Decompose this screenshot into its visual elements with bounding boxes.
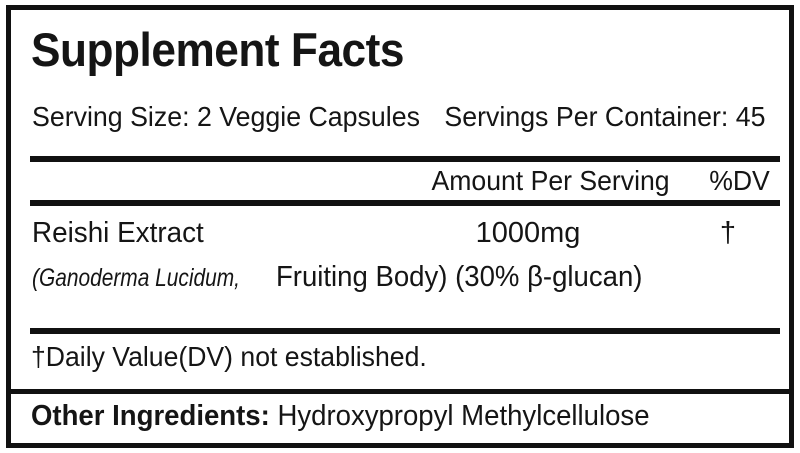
column-header-amount-per-serving: Amount Per Serving <box>431 165 670 196</box>
serving-size-value: 2 Veggie Capsules <box>196 101 420 132</box>
ingredient-part-standardization: Fruiting Body) (30% β-glucan) <box>275 261 643 293</box>
ingredient-source-line: (Ganoderma Lucidum, Fruiting Body) (30% … <box>32 263 642 292</box>
header-rule-top <box>30 156 780 162</box>
other-ingredients-value: Hydroxypropyl Methylcellulose <box>277 400 650 432</box>
daily-value-footnote: †Daily Value(DV) not established. <box>31 341 427 372</box>
footnote-rule <box>30 328 780 334</box>
serving-information: Serving Size: 2 Veggie Capsules Servings… <box>32 101 765 133</box>
ingredient-latin-name: (Ganoderma Lucidum, <box>32 264 240 292</box>
other-ingredients-divider <box>11 389 789 394</box>
supplement-facts-panel: Supplement Facts Serving Size: 2 Veggie … <box>6 5 794 448</box>
page-title: Supplement Facts <box>31 23 405 76</box>
ingredient-dv-dagger: † <box>719 217 737 249</box>
ingredient-name: Reishi Extract <box>32 217 204 249</box>
serving-size-label: Serving Size: <box>32 101 190 132</box>
header-rule-bottom <box>30 200 780 206</box>
ingredient-amount: 1000mg <box>475 217 581 249</box>
servings-per-container-label: Servings Per Container: <box>444 101 729 132</box>
other-ingredients-line: Other Ingredients: Hydroxypropyl Methylc… <box>31 402 650 431</box>
servings-per-container-value: 45 <box>735 101 766 132</box>
other-ingredients-label: Other Ingredients: <box>31 400 270 432</box>
column-header-percent-dv: %DV <box>709 165 770 196</box>
